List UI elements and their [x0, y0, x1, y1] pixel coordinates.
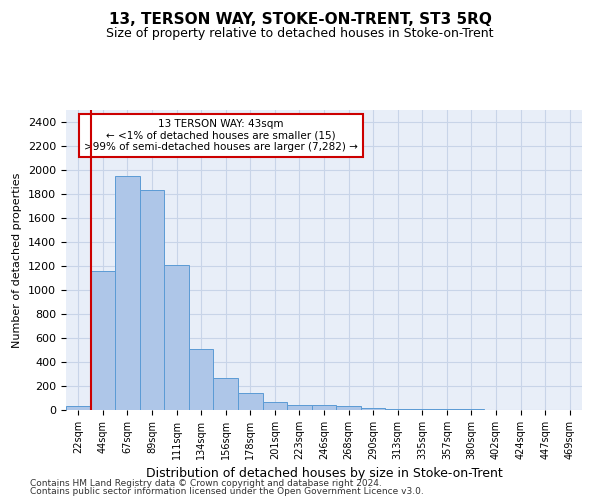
- X-axis label: Distribution of detached houses by size in Stoke-on-Trent: Distribution of detached houses by size …: [146, 468, 502, 480]
- Text: Contains HM Land Registry data © Crown copyright and database right 2024.: Contains HM Land Registry data © Crown c…: [30, 478, 382, 488]
- Bar: [336, 406, 361, 410]
- Text: Contains public sector information licensed under the Open Government Licence v3: Contains public sector information licen…: [30, 487, 424, 496]
- Bar: [385, 409, 410, 410]
- Bar: [66, 406, 91, 410]
- Text: 13 TERSON WAY: 43sqm
← <1% of detached houses are smaller (15)
>99% of semi-deta: 13 TERSON WAY: 43sqm ← <1% of detached h…: [84, 119, 358, 152]
- Y-axis label: Number of detached properties: Number of detached properties: [13, 172, 22, 348]
- Bar: [263, 402, 287, 410]
- Bar: [361, 408, 385, 410]
- Bar: [238, 392, 263, 410]
- Bar: [312, 405, 336, 410]
- Text: Size of property relative to detached houses in Stoke-on-Trent: Size of property relative to detached ho…: [106, 28, 494, 40]
- Bar: [164, 265, 189, 410]
- Text: 13, TERSON WAY, STOKE-ON-TRENT, ST3 5RQ: 13, TERSON WAY, STOKE-ON-TRENT, ST3 5RQ: [109, 12, 491, 28]
- Bar: [287, 405, 312, 410]
- Bar: [91, 271, 115, 410]
- Bar: [140, 190, 164, 410]
- Bar: [214, 378, 238, 410]
- Bar: [189, 349, 214, 410]
- Bar: [115, 176, 140, 410]
